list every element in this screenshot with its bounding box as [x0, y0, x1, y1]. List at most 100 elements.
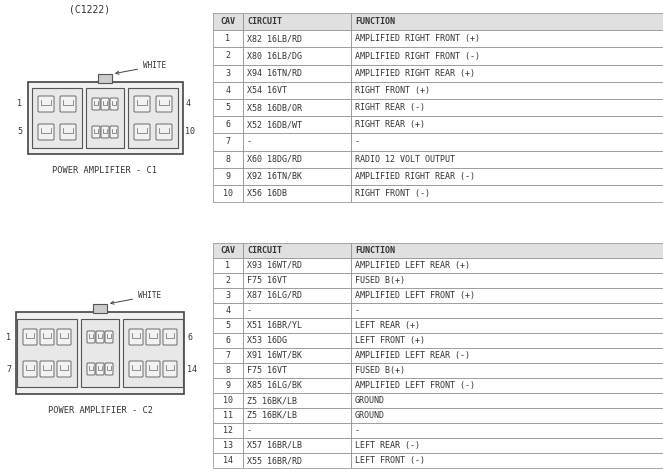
Bar	[243, 116, 351, 134]
Bar	[213, 82, 243, 99]
Bar	[243, 333, 351, 348]
FancyBboxPatch shape	[96, 331, 104, 343]
Bar	[213, 318, 243, 333]
Bar	[243, 423, 351, 438]
Bar	[213, 258, 243, 273]
Text: X58 16DB/OR: X58 16DB/OR	[247, 103, 302, 112]
Bar	[213, 65, 243, 82]
Text: X52 16DB/WT: X52 16DB/WT	[247, 120, 302, 129]
Text: 1: 1	[225, 261, 231, 270]
Bar	[213, 333, 243, 348]
Bar	[213, 303, 243, 318]
Text: FUNCTION: FUNCTION	[355, 246, 395, 255]
Bar	[213, 363, 243, 378]
Bar	[243, 65, 351, 82]
Text: AMPLIFIED RIGHT FRONT (-): AMPLIFIED RIGHT FRONT (-)	[355, 51, 480, 60]
Text: X82 16LB/RD: X82 16LB/RD	[247, 34, 302, 43]
Text: 9: 9	[225, 381, 231, 390]
Text: X92 16TN/BK: X92 16TN/BK	[247, 172, 302, 181]
Bar	[351, 333, 663, 348]
FancyBboxPatch shape	[57, 329, 71, 345]
Text: CAV: CAV	[221, 17, 235, 26]
FancyBboxPatch shape	[40, 329, 54, 345]
Text: -: -	[355, 306, 360, 315]
Text: WHITE: WHITE	[111, 292, 161, 304]
Bar	[351, 134, 663, 151]
Bar	[243, 99, 351, 116]
Bar	[32, 88, 82, 148]
Text: 7: 7	[225, 351, 231, 360]
FancyBboxPatch shape	[60, 96, 76, 112]
Text: X51 16BR/YL: X51 16BR/YL	[247, 321, 302, 330]
Text: -: -	[355, 137, 360, 146]
Bar	[243, 151, 351, 168]
FancyBboxPatch shape	[57, 361, 71, 377]
Bar	[213, 243, 243, 258]
Text: 5: 5	[225, 103, 231, 112]
Bar	[243, 82, 351, 99]
Bar	[351, 273, 663, 288]
Text: 10: 10	[223, 189, 233, 198]
Bar	[123, 319, 183, 387]
Text: 5: 5	[17, 127, 23, 136]
Bar	[243, 30, 351, 47]
Bar	[98, 74, 112, 83]
Text: CAV: CAV	[221, 246, 235, 255]
Bar	[351, 82, 663, 99]
Bar	[243, 273, 351, 288]
Bar	[243, 393, 351, 408]
Bar	[351, 65, 663, 82]
Bar	[351, 408, 663, 423]
Bar	[351, 185, 663, 202]
Text: GROUND: GROUND	[355, 411, 385, 420]
Bar	[213, 438, 243, 453]
Text: GROUND: GROUND	[355, 396, 385, 405]
Bar	[351, 348, 663, 363]
Text: POWER AMPLIFIER - C2: POWER AMPLIFIER - C2	[48, 406, 152, 415]
FancyBboxPatch shape	[101, 98, 109, 110]
Text: X87 16LG/RD: X87 16LG/RD	[247, 291, 302, 300]
Bar	[213, 273, 243, 288]
Bar	[213, 47, 243, 65]
Text: POWER AMPLIFIER - C1: POWER AMPLIFIER - C1	[52, 166, 158, 175]
Bar	[351, 303, 663, 318]
Bar	[351, 423, 663, 438]
Bar	[243, 134, 351, 151]
Text: -: -	[355, 426, 360, 435]
Text: RIGHT FRONT (+): RIGHT FRONT (+)	[355, 86, 430, 95]
Bar	[16, 312, 184, 394]
Text: 7: 7	[225, 137, 231, 146]
Bar	[351, 151, 663, 168]
FancyBboxPatch shape	[92, 126, 100, 138]
FancyBboxPatch shape	[146, 329, 160, 345]
Text: 4: 4	[225, 306, 231, 315]
Text: X57 16BR/LB: X57 16BR/LB	[247, 441, 302, 450]
Text: X54 16VT: X54 16VT	[247, 86, 287, 95]
Bar	[128, 88, 178, 148]
FancyBboxPatch shape	[110, 98, 118, 110]
Bar	[213, 393, 243, 408]
Text: Z5 16BK/LB: Z5 16BK/LB	[247, 411, 297, 420]
Text: X56 16DB: X56 16DB	[247, 189, 287, 198]
Text: 2: 2	[225, 51, 231, 60]
Text: 8: 8	[225, 366, 231, 375]
Bar	[213, 453, 243, 468]
Text: 3: 3	[225, 69, 231, 78]
Bar	[351, 378, 663, 393]
FancyBboxPatch shape	[23, 361, 37, 377]
FancyBboxPatch shape	[105, 331, 113, 343]
Bar	[351, 13, 663, 30]
Bar	[27, 82, 182, 154]
Bar	[351, 99, 663, 116]
Bar	[351, 318, 663, 333]
Bar	[213, 30, 243, 47]
Text: CIRCUIT: CIRCUIT	[247, 246, 282, 255]
Text: 6: 6	[225, 120, 231, 129]
FancyBboxPatch shape	[156, 124, 172, 140]
Text: LEFT FRONT (-): LEFT FRONT (-)	[355, 456, 425, 465]
Text: X93 16WT/RD: X93 16WT/RD	[247, 261, 302, 270]
FancyBboxPatch shape	[96, 363, 104, 375]
Text: (C1222): (C1222)	[70, 5, 111, 15]
FancyBboxPatch shape	[60, 124, 76, 140]
FancyBboxPatch shape	[92, 98, 100, 110]
